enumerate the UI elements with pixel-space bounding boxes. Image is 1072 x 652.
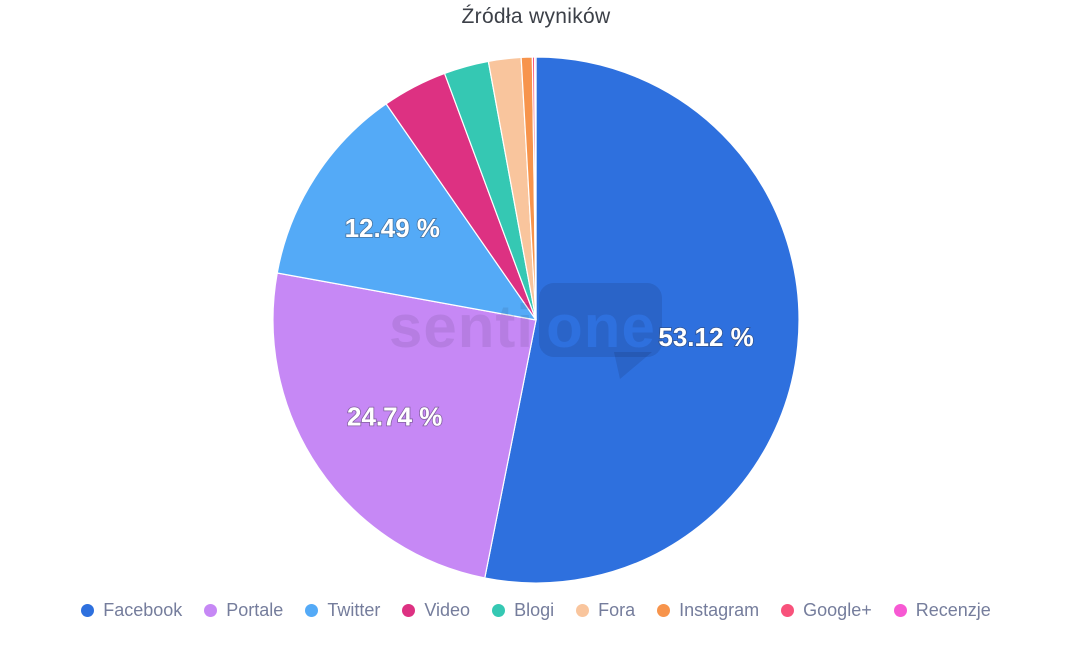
slice-label-twitter: 12.49 % <box>345 213 440 243</box>
legend-item-video[interactable]: Video <box>402 600 470 621</box>
legend-marker-icon <box>893 604 907 617</box>
legend-item-label: Instagram <box>679 600 760 620</box>
legend-item-label: Blogi <box>514 600 555 620</box>
legend-item-label: Portale <box>226 600 284 620</box>
legend-item-twitter[interactable]: Twitter <box>305 600 380 621</box>
legend-marker-icon <box>576 604 590 617</box>
legend-marker-icon <box>204 604 218 617</box>
watermark-speech-bubble-icon <box>539 283 662 379</box>
pie-slice-recenzje[interactable] <box>534 56 537 321</box>
watermark-prefix-text: senti <box>389 293 534 360</box>
legend-item-label: Google+ <box>803 600 872 620</box>
legend-item-label: Video <box>424 600 471 620</box>
pie-slice-facebook[interactable] <box>484 56 800 584</box>
legend-item-label: Fora <box>598 600 636 620</box>
legend-item-fora[interactable]: Fora <box>576 600 635 621</box>
legend-item-recenzje[interactable]: Recenzje <box>893 600 991 621</box>
slice-label-facebook: 53.12 % <box>658 322 753 352</box>
legend-item-blogi[interactable]: Blogi <box>492 600 554 621</box>
legend-item-instagram[interactable]: Instagram <box>657 600 759 621</box>
legend-item-google-plus[interactable]: Google+ <box>781 600 872 621</box>
legend-marker-icon <box>305 604 319 617</box>
legend-item-label: Twitter <box>327 600 381 620</box>
legend: Facebook Portale Twitter Video Blogi Fora Inst… <box>0 600 1072 621</box>
legend-marker-icon <box>781 604 795 617</box>
pie-slice-portale[interactable] <box>272 272 537 579</box>
legend-item-label: Recenzje <box>915 600 991 620</box>
legend-marker-icon <box>657 604 671 617</box>
legend-item-label: Facebook <box>103 600 183 620</box>
legend-marker-icon <box>81 604 95 617</box>
legend-marker-icon <box>492 604 506 617</box>
sentione-watermark-icon: senti <box>389 283 662 379</box>
chart-title: Źródła wyników <box>461 5 611 28</box>
slice-label-portale: 24.74 % <box>347 402 442 432</box>
slice-labels: 53.12 % 24.74 % 12.49 % <box>344 212 755 432</box>
legend-item-facebook[interactable]: Facebook <box>81 600 182 621</box>
pie-slices <box>272 56 800 584</box>
legend-item-portale[interactable]: Portale <box>204 600 283 621</box>
legend-marker-icon <box>402 604 416 617</box>
pie-slice-twitter[interactable] <box>276 103 537 321</box>
